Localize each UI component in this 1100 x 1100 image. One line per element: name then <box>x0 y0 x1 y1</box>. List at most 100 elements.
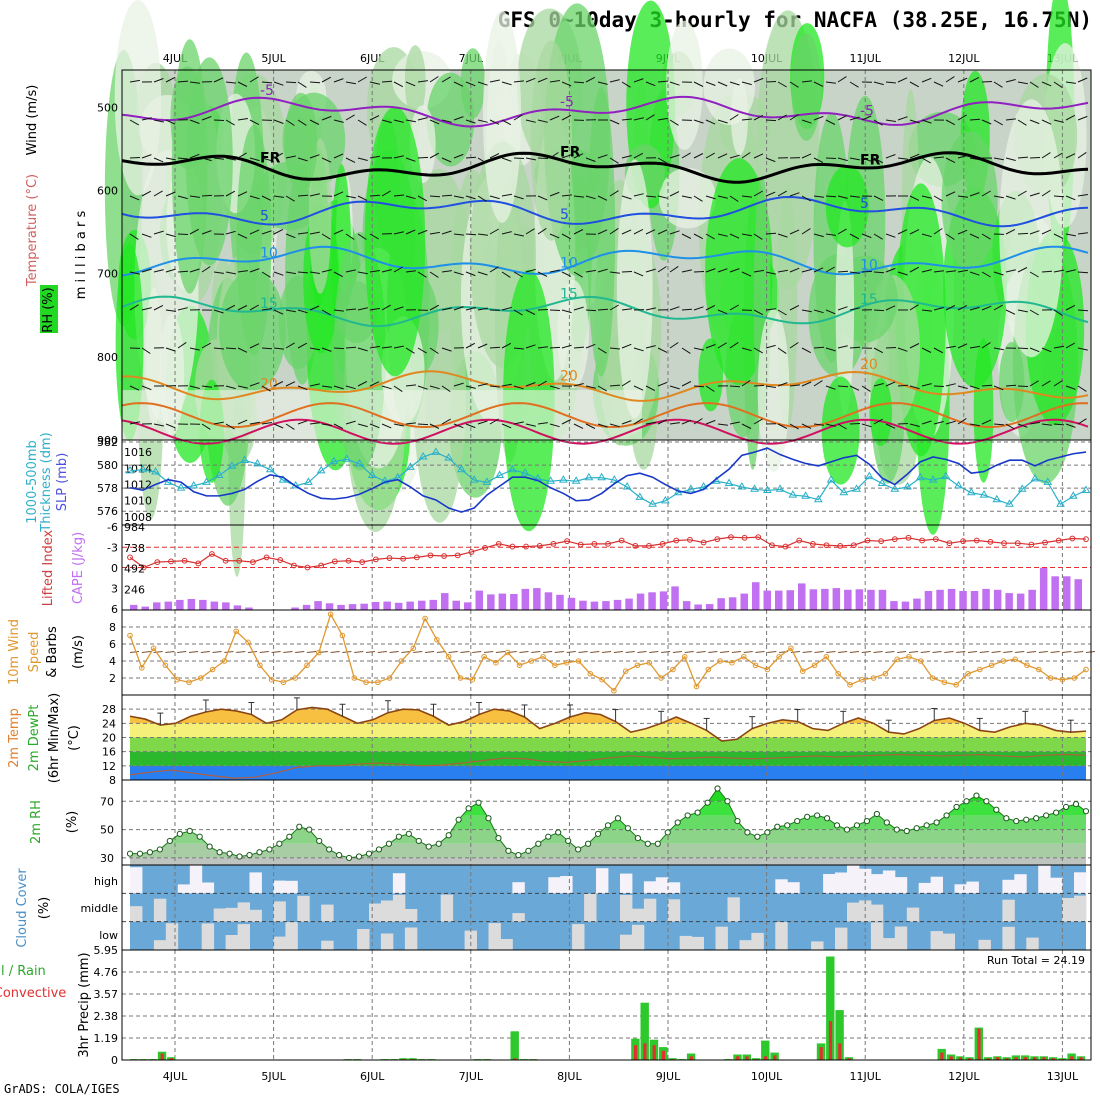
wind-barb <box>633 347 644 352</box>
wind-barb <box>672 651 682 653</box>
rh-point <box>804 813 811 820</box>
cloud-row-label: high <box>94 875 118 888</box>
wind-barb <box>357 233 367 240</box>
wind-barb <box>981 119 992 125</box>
wind-barb <box>285 195 295 202</box>
li-point <box>331 558 338 565</box>
wind-barb <box>561 233 572 240</box>
wind-barb <box>141 385 152 391</box>
li-point <box>714 536 721 543</box>
wind-barb <box>693 306 704 311</box>
li-point <box>605 540 611 547</box>
rh-point <box>774 823 781 830</box>
precip-total-bar <box>510 1031 519 1060</box>
precip-total-bar <box>640 1002 649 1060</box>
thickness-point <box>915 472 925 481</box>
wind-barb <box>1005 228 1016 235</box>
wind-barb <box>696 651 706 653</box>
precip-tick-label: 1.19 <box>94 1032 119 1045</box>
wind-barb <box>1062 651 1072 653</box>
wind-barb <box>1077 115 1088 121</box>
wind-barb <box>554 651 564 653</box>
thickness-point <box>125 465 135 474</box>
wind-barb <box>813 195 824 198</box>
wind-barb <box>295 651 305 653</box>
panel-axis-label: 2m DewPt <box>27 705 42 772</box>
wind-barb <box>213 77 224 83</box>
rh-band <box>130 857 1086 865</box>
precip-total-bar <box>826 956 835 1060</box>
wind-barb <box>441 270 452 273</box>
cloud-cell <box>321 940 334 950</box>
wind-barb <box>729 341 739 349</box>
wind-barb <box>525 77 536 83</box>
thickness-point <box>495 470 505 478</box>
panel-axis-label: Speed <box>27 632 42 673</box>
wind-barb <box>825 81 836 84</box>
rh-point <box>1003 815 1010 822</box>
rh-contour-fill <box>698 338 724 412</box>
cloud-cell <box>488 923 501 950</box>
cape-bar <box>613 599 622 610</box>
thickness-point <box>852 484 861 492</box>
wind-barb <box>645 268 656 273</box>
wind-barb <box>1041 119 1052 125</box>
wind-barb <box>885 305 896 311</box>
precip-convective-bar <box>652 1045 656 1060</box>
cape-bar <box>752 582 760 610</box>
wind-barb <box>537 271 548 277</box>
wind-barb <box>921 195 932 199</box>
wind-barb <box>129 421 140 425</box>
wind-barb <box>777 269 788 273</box>
wind-barb <box>645 114 655 121</box>
cape-bar <box>187 599 196 610</box>
wind-barb <box>657 229 668 235</box>
rh-contour-fill <box>821 376 860 485</box>
panel-axis-label: (%) <box>37 897 52 920</box>
wind-barb <box>249 304 259 311</box>
wind-barb <box>741 233 752 237</box>
wind-barb <box>801 268 812 273</box>
wind-barb <box>333 385 344 390</box>
wind-barb <box>549 385 560 390</box>
wind-barb <box>885 267 896 273</box>
wind-barb <box>441 119 452 123</box>
panel-axis-label: Lifted Index <box>41 529 56 606</box>
wind-barb <box>189 153 200 159</box>
wind-barb <box>837 157 848 162</box>
rh-point <box>1033 815 1040 822</box>
wind-speed-point <box>729 659 735 666</box>
wind-barb <box>537 346 548 349</box>
wind-speed-point <box>1000 658 1007 664</box>
wind-barb <box>633 228 644 235</box>
wind-barb <box>609 157 619 164</box>
cape-bar <box>913 598 921 610</box>
dewpoint-line <box>129 753 1087 779</box>
wind-barb <box>381 269 392 273</box>
cape-bar <box>682 601 691 610</box>
wind-barb <box>705 344 716 349</box>
rh-contour-fill <box>482 10 522 223</box>
li-tick-label: -3 <box>107 542 118 555</box>
wind-barb <box>957 417 967 425</box>
wind-barb <box>981 419 992 425</box>
thickness-point <box>801 491 810 499</box>
li-point <box>127 554 133 561</box>
rh-point <box>156 846 163 853</box>
wind-barb <box>825 195 837 198</box>
wind-barb <box>165 76 176 83</box>
wind-barb <box>489 79 500 83</box>
wind-barb <box>993 271 1004 276</box>
li-point <box>345 557 352 564</box>
li-point <box>236 557 243 564</box>
thickness-point <box>1068 491 1078 499</box>
wind-barb <box>321 76 332 83</box>
wind-barb <box>477 383 488 387</box>
wind-barb <box>825 423 836 427</box>
precip-convective-bar <box>634 1045 638 1060</box>
li-point <box>550 540 557 547</box>
precip-convective-bar <box>643 1043 647 1060</box>
cape-bar <box>233 605 242 610</box>
li-point <box>413 554 420 561</box>
wind-barb <box>273 309 284 315</box>
